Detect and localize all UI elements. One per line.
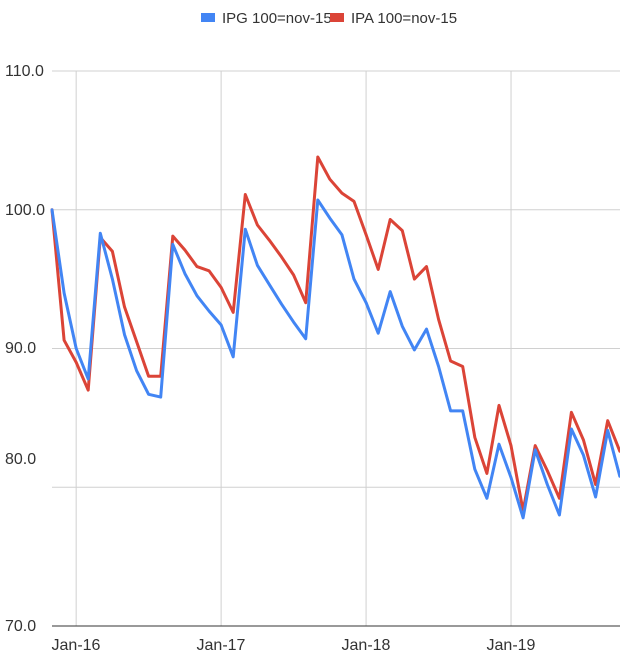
x-tick-label: Jan-18: [342, 637, 391, 654]
x-tick-label: Jan-16: [52, 637, 101, 654]
legend-swatch-ipg: [201, 13, 215, 22]
x-axis-tick-labels: Jan-16 Jan-17 Jan-18 Jan-19: [52, 637, 536, 654]
y-tick-label: 70.0: [5, 618, 36, 635]
series-layer: [50, 155, 620, 520]
x-tick-label: Jan-19: [487, 637, 536, 654]
y-tick-label: 110.0: [5, 63, 44, 80]
x-tick-label: Jan-17: [197, 637, 246, 654]
legend: IPG 100=nov-15 IPA 100=nov-15: [201, 10, 457, 27]
y-tick-label: 100.0: [5, 202, 45, 219]
y-axis-tick-labels: 110.0 100.0 90.0 80.0 70.0: [5, 63, 45, 635]
legend-label-ipa: IPA 100=nov-15: [351, 10, 457, 27]
legend-swatch-ipa: [330, 13, 344, 22]
y-tick-label: 80.0: [5, 451, 36, 468]
legend-label-ipg: IPG 100=nov-15: [222, 10, 332, 27]
series-line-ipg: [50, 198, 620, 520]
gridlines: [52, 70, 620, 627]
y-tick-label: 90.0: [5, 340, 36, 357]
